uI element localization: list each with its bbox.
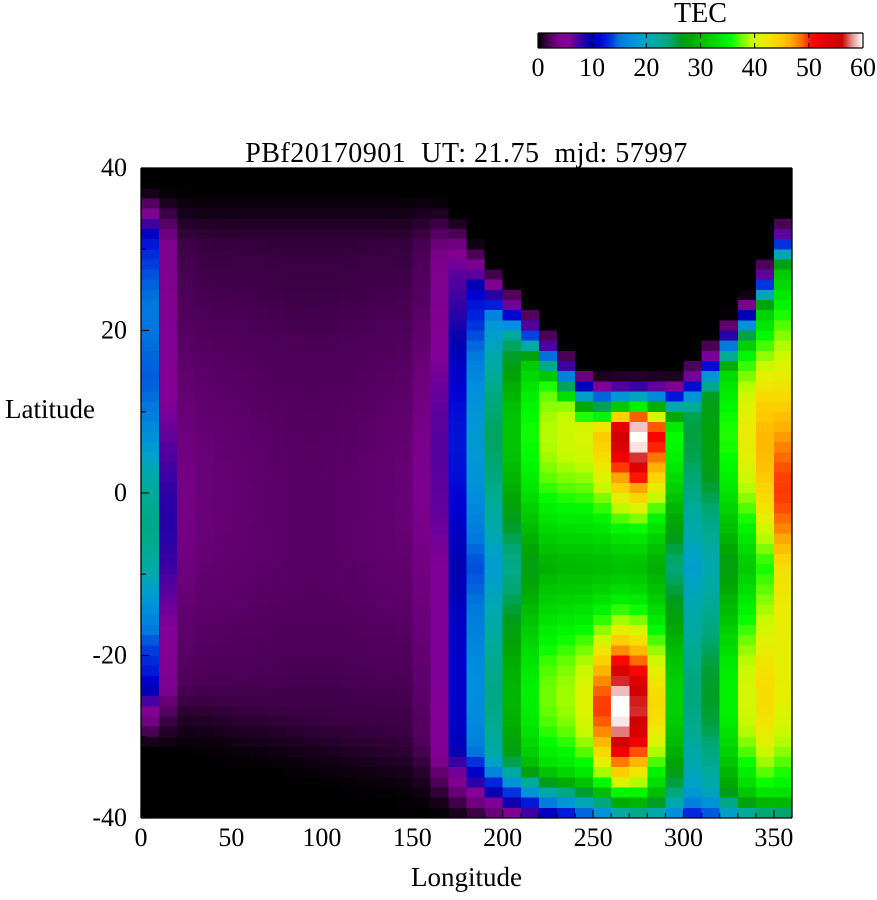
svg-text:40: 40: [101, 153, 127, 182]
svg-text:350: 350: [754, 823, 793, 852]
svg-text:100: 100: [302, 823, 341, 852]
svg-text:-40: -40: [92, 803, 127, 832]
svg-text:20: 20: [101, 316, 127, 345]
svg-text:0: 0: [532, 53, 545, 82]
svg-text:0: 0: [114, 478, 127, 507]
svg-text:200: 200: [483, 823, 522, 852]
svg-text:250: 250: [574, 823, 613, 852]
svg-text:300: 300: [664, 823, 703, 852]
svg-text:50: 50: [218, 823, 244, 852]
svg-text:150: 150: [393, 823, 432, 852]
svg-text:40: 40: [742, 53, 768, 82]
svg-text:60: 60: [850, 53, 876, 82]
svg-text:50: 50: [796, 53, 822, 82]
svg-text:10: 10: [579, 53, 605, 82]
svg-text:-20: -20: [92, 641, 127, 670]
svg-text:30: 30: [688, 53, 714, 82]
svg-text:20: 20: [633, 53, 659, 82]
svg-text:0: 0: [135, 823, 148, 852]
